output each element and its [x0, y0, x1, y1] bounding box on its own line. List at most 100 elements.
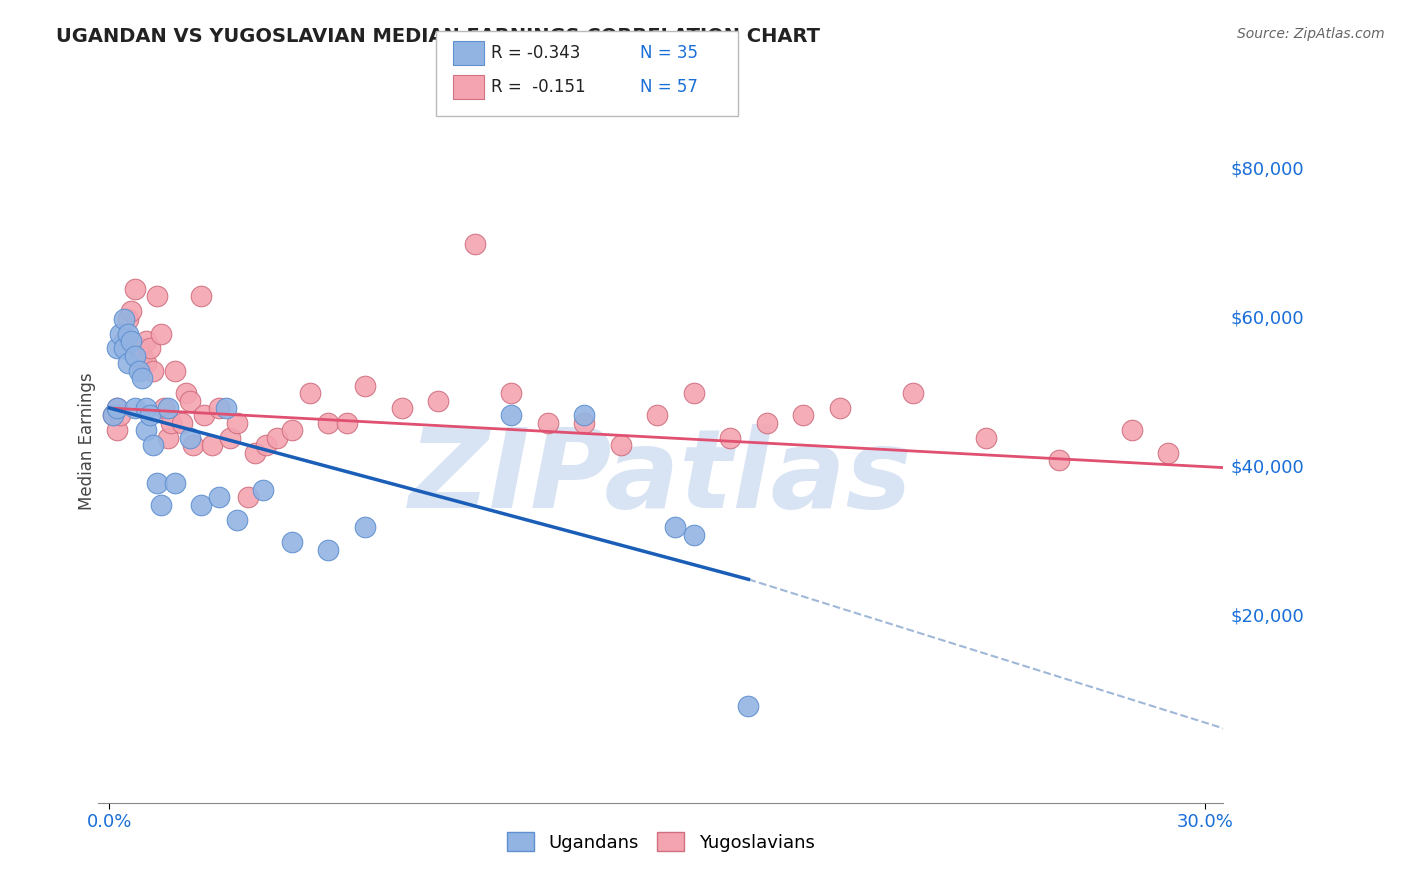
Point [201, 438, 224, 452]
Point [208, 491, 231, 505]
Point [105, 401, 128, 415]
Point [105, 342, 128, 356]
Point [208, 401, 231, 415]
Point [664, 520, 686, 534]
Point [354, 520, 377, 534]
Point [183, 438, 205, 452]
Point [172, 416, 194, 430]
Point [112, 334, 135, 348]
Point [124, 282, 146, 296]
Point [153, 401, 176, 415]
Point [146, 475, 169, 490]
Text: N = 35: N = 35 [640, 44, 697, 62]
Point [117, 311, 139, 326]
Text: $60,000: $60,000 [1230, 310, 1305, 327]
Text: R =  -0.151: R = -0.151 [491, 78, 585, 95]
Point [131, 349, 153, 363]
Point [974, 431, 997, 445]
Point [226, 416, 249, 430]
Point [138, 342, 160, 356]
Point [165, 364, 187, 378]
Text: $20,000: $20,000 [1230, 607, 1305, 625]
Point [1047, 453, 1070, 467]
Point [101, 409, 124, 423]
Point [146, 289, 169, 303]
Point [901, 386, 924, 401]
Point [464, 237, 486, 252]
Point [135, 356, 157, 370]
Point [149, 498, 172, 512]
Point [281, 423, 304, 437]
Point [828, 401, 851, 415]
Legend: Ugandans, Yugoslavians: Ugandans, Yugoslavians [501, 825, 821, 859]
Point [101, 409, 124, 423]
Point [299, 386, 322, 401]
Point [219, 431, 242, 445]
Point [318, 416, 340, 430]
Point [105, 423, 128, 437]
Point [226, 513, 249, 527]
Point [755, 416, 778, 430]
Point [142, 438, 165, 452]
Point [179, 393, 201, 408]
Point [124, 349, 146, 363]
Point [336, 416, 359, 430]
Point [193, 409, 215, 423]
Point [120, 304, 142, 318]
Point [737, 698, 759, 713]
Point [131, 371, 153, 385]
Point [1121, 423, 1143, 437]
Point [572, 416, 595, 430]
Text: ZIPatlas: ZIPatlas [409, 425, 912, 531]
Point [536, 416, 558, 430]
Point [215, 401, 238, 415]
Point [117, 326, 139, 341]
Text: Source: ZipAtlas.com: Source: ZipAtlas.com [1237, 27, 1385, 41]
Y-axis label: Median Earnings: Median Earnings [79, 373, 96, 510]
Text: R = -0.343: R = -0.343 [491, 44, 581, 62]
Point [501, 409, 523, 423]
Point [117, 356, 139, 370]
Point [110, 409, 132, 423]
Point [718, 431, 741, 445]
Point [254, 438, 277, 452]
Point [120, 334, 142, 348]
Text: UGANDAN VS YUGOSLAVIAN MEDIAN EARNINGS CORRELATION CHART: UGANDAN VS YUGOSLAVIAN MEDIAN EARNINGS C… [56, 27, 820, 45]
Point [156, 431, 179, 445]
Point [135, 401, 157, 415]
Point [236, 491, 259, 505]
Point [110, 326, 132, 341]
Text: N = 57: N = 57 [640, 78, 697, 95]
Point [135, 423, 157, 437]
Point [105, 401, 128, 415]
Point [682, 386, 704, 401]
Point [156, 401, 179, 415]
Point [112, 311, 135, 326]
Point [179, 431, 201, 445]
Point [165, 475, 187, 490]
Point [266, 431, 288, 445]
Point [128, 364, 150, 378]
Point [427, 393, 450, 408]
Point [142, 364, 165, 378]
Point [112, 342, 135, 356]
Point [174, 386, 197, 401]
Point [124, 401, 146, 415]
Point [135, 334, 157, 348]
Point [391, 401, 413, 415]
Text: $40,000: $40,000 [1230, 458, 1305, 476]
Text: $80,000: $80,000 [1230, 161, 1305, 178]
Point [252, 483, 274, 497]
Point [281, 535, 304, 549]
Point [149, 326, 172, 341]
Point [318, 542, 340, 557]
Point [190, 498, 212, 512]
Point [245, 446, 267, 460]
Point [138, 409, 160, 423]
Point [354, 378, 377, 392]
Point [572, 409, 595, 423]
Point [792, 409, 814, 423]
Point [128, 342, 150, 356]
Point [645, 409, 668, 423]
Point [190, 289, 212, 303]
